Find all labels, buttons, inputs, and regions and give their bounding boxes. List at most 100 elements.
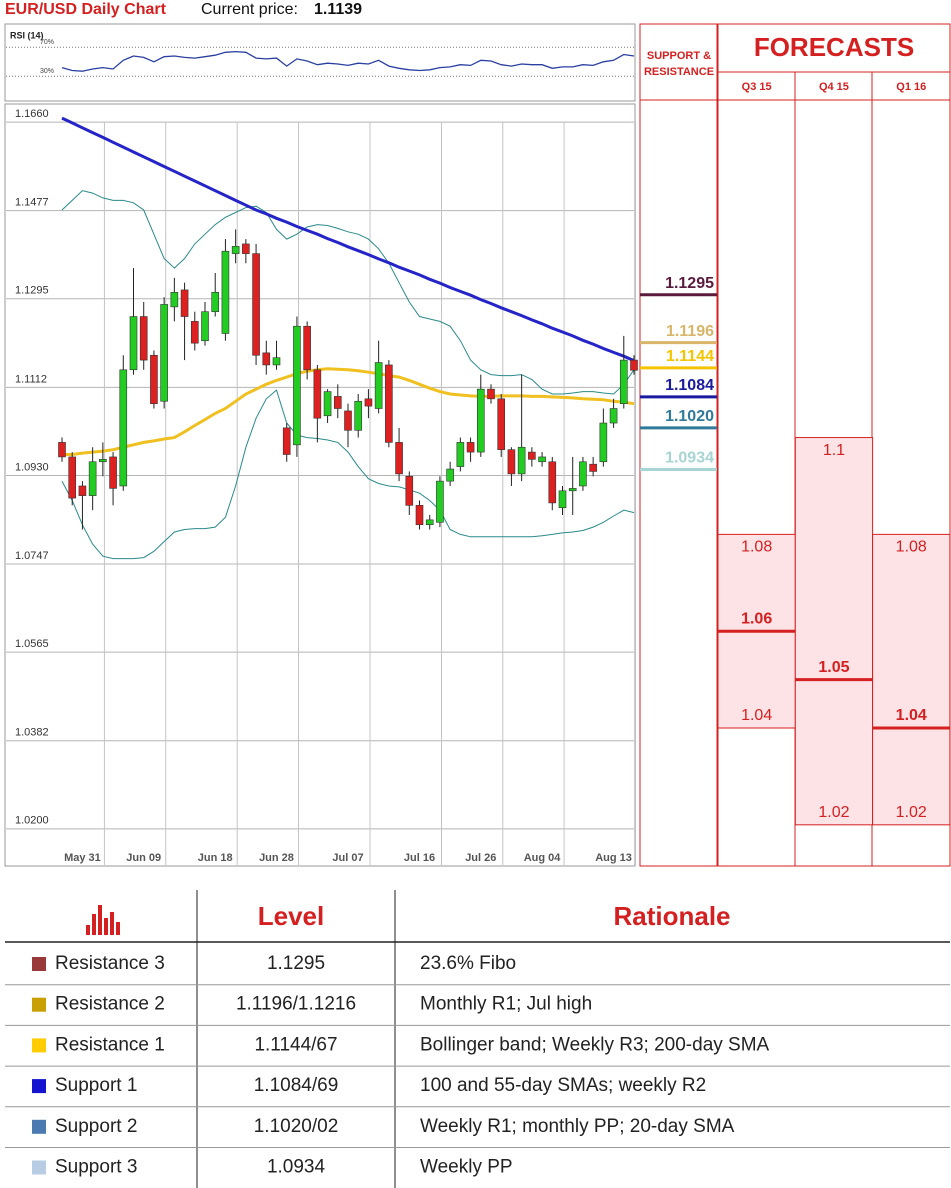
price-frame (4, 103, 636, 867)
candle-body (558, 490, 567, 509)
y-tick-label: 1.0200 (15, 815, 49, 827)
candle-body (589, 463, 597, 472)
candle-body (139, 316, 148, 361)
candle-body (160, 304, 168, 402)
forecast-median-label: 1.05 (818, 659, 849, 676)
row-rationale: 100 and 55-day SMAs; weekly R2 (420, 1075, 706, 1096)
candle-body (538, 456, 546, 463)
forecast-high-label: 1.1 (823, 442, 845, 459)
row-rationale: Weekly PP (420, 1157, 513, 1178)
indicator-line (61, 190, 635, 395)
row-rationale: Bollinger band; Weekly R3; 200-day SMA (420, 1034, 770, 1055)
candle-body (58, 442, 66, 458)
candle-body (354, 400, 363, 431)
table-header: Rationale (613, 901, 730, 931)
candle-body (405, 475, 414, 506)
price-label: Current price: (201, 1, 298, 18)
candle-body (415, 505, 424, 525)
y-tick-label: 1.0930 (15, 461, 49, 473)
candle-body (293, 325, 301, 446)
x-tick-label: Jun 09 (126, 852, 161, 864)
x-tick-label: Jun 28 (259, 852, 294, 864)
forecast-range (794, 437, 874, 826)
candle-body (446, 468, 454, 482)
forecast-range (872, 533, 951, 826)
candle-body (374, 362, 383, 409)
rsi-tick-label: 70% (40, 39, 54, 46)
indicator-line (61, 389, 635, 560)
row-level: 1.1084/69 (254, 1075, 339, 1096)
y-tick-label: 1.0382 (15, 727, 49, 739)
forecast-column-label: Q3 15 (742, 81, 772, 93)
candle-body (313, 369, 322, 419)
row-level: 1.1196/1.1216 (236, 994, 356, 1015)
candle-body (436, 480, 444, 523)
level-label: 1.1295 (665, 275, 714, 292)
x-tick-label: Jun 18 (198, 852, 233, 864)
candle-body (548, 461, 557, 504)
y-tick-label: 1.1660 (15, 108, 49, 120)
candle-body (487, 388, 495, 400)
level-label: 1.1144 (666, 348, 714, 365)
row-swatch (32, 1079, 46, 1094)
level-label: 1.1196 (666, 323, 714, 340)
candle-body (630, 359, 638, 371)
row-name: Resistance 1 (55, 1034, 165, 1055)
row-name: Support 1 (55, 1075, 137, 1096)
row-name: Resistance 2 (55, 994, 165, 1015)
candle-body (231, 246, 240, 254)
candle-body (68, 456, 77, 499)
row-rationale: Weekly R1; monthly PP; 20-day SMA (420, 1116, 735, 1137)
table-header: Level (258, 901, 325, 931)
y-tick-label: 1.1112 (15, 373, 47, 385)
forecast-title: FORECASTS (754, 32, 914, 62)
y-tick-label: 1.1477 (15, 197, 49, 209)
row-rationale: 23.6% Fibo (420, 953, 516, 974)
forecast-low-label: 1.04 (741, 707, 772, 724)
candle-body (262, 352, 271, 366)
row-name: Support 2 (55, 1116, 137, 1137)
row-swatch (32, 1160, 46, 1175)
candle-body (364, 398, 373, 407)
forecast-high-label: 1.08 (741, 539, 772, 556)
row-level: 1.1144/67 (254, 1034, 337, 1055)
candle-body (456, 442, 465, 467)
forecast-high-label: 1.08 (896, 539, 927, 556)
rsi-line (61, 50, 635, 72)
candle-body (395, 442, 403, 475)
chart-title: EUR/USD Daily Chart (5, 1, 167, 18)
candle-body (497, 398, 506, 450)
rsi-tick-label: 30% (40, 68, 54, 75)
row-name: Resistance 3 (55, 953, 165, 974)
candle-body (180, 289, 189, 317)
candle-body (119, 369, 128, 487)
x-tick-label: Jul 16 (404, 852, 435, 864)
candle-body (528, 451, 536, 460)
row-level: 1.0934 (267, 1157, 326, 1178)
forecast-low-label: 1.02 (896, 804, 927, 821)
candle-body (99, 459, 107, 463)
row-swatch (32, 997, 46, 1012)
table-icon (86, 905, 120, 935)
candle-body (609, 408, 618, 424)
candle-body (221, 250, 230, 334)
candle-body (109, 456, 117, 489)
candle-body (517, 446, 526, 475)
candle-body (211, 292, 220, 313)
row-level: 1.1020/02 (254, 1116, 339, 1137)
sr-title: SUPPORT & RESISTANCE (643, 50, 715, 78)
sr-frame (639, 23, 718, 867)
candle-body (579, 461, 587, 487)
y-tick-label: 1.1295 (15, 285, 49, 297)
candle-body (252, 253, 260, 356)
x-tick-label: May 31 (64, 852, 101, 864)
y-tick-label: 1.0565 (15, 638, 49, 650)
candle-body (272, 357, 281, 366)
candle-body (170, 292, 179, 308)
price-value: 1.1139 (314, 1, 362, 18)
row-swatch (32, 1119, 46, 1134)
level-label: 1.0934 (665, 450, 714, 467)
indicator-line (62, 367, 635, 456)
rsi-frame (4, 23, 636, 102)
